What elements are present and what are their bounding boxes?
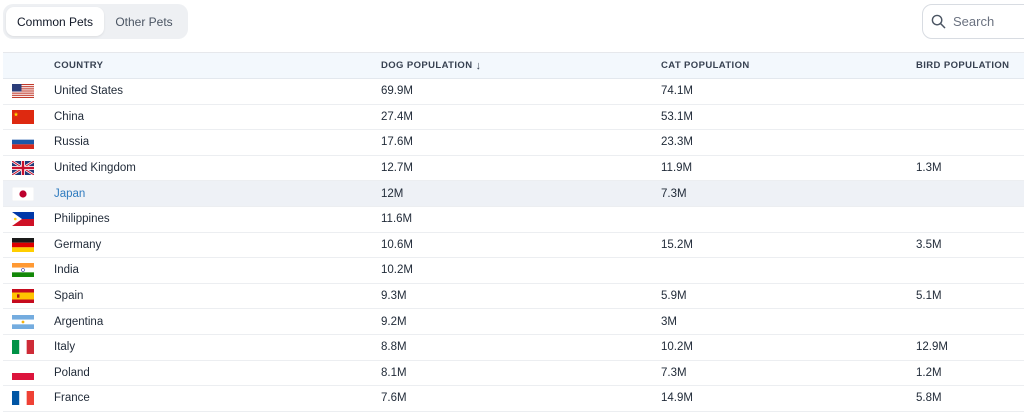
country-cell[interactable]: Japan — [54, 187, 86, 200]
table-row[interactable]: China 27.4M 53.1M — [3, 105, 1024, 131]
dog-population-cell: 12.7M — [381, 162, 413, 175]
flag-cn-icon — [12, 109, 34, 124]
column-header-bird-population[interactable]: BIRD POPULATION — [916, 60, 1010, 71]
flag-ar-icon — [12, 314, 34, 329]
dog-population-cell: 69.9M — [381, 85, 413, 98]
search-placeholder: Search — [953, 14, 995, 29]
dog-population-cell: 11.6M — [381, 213, 413, 226]
dog-population-cell: 27.4M — [381, 110, 413, 123]
table-row[interactable]: Japan 12M 7.3M — [3, 181, 1024, 207]
column-header-cat-population[interactable]: CAT POPULATION — [661, 60, 750, 71]
cat-population-cell: 15.2M — [661, 238, 693, 251]
cat-population-cell: 14.9M — [661, 392, 693, 405]
table-row[interactable]: France 7.6M 14.9M 5.8M — [3, 386, 1024, 412]
country-cell: Spain — [54, 290, 84, 303]
bird-population-cell: 12.9M — [916, 341, 948, 354]
flag-gb-icon — [12, 161, 34, 176]
cat-population-cell: 7.3M — [661, 366, 687, 379]
table-row[interactable]: Italy 8.8M 10.2M 12.9M — [3, 335, 1024, 361]
flag-jp-icon — [12, 186, 34, 201]
country-cell: Italy — [54, 341, 76, 354]
search-input[interactable]: Search — [922, 4, 1024, 39]
dog-population-cell: 8.1M — [381, 366, 407, 379]
dog-population-cell: 9.2M — [381, 315, 407, 328]
table-row[interactable]: Argentina 9.2M 3M — [3, 309, 1024, 335]
bird-population-cell: 3.5M — [916, 238, 942, 251]
table-row[interactable]: United Kingdom 12.7M 11.9M 1.3M — [3, 156, 1024, 182]
flag-fr-icon — [12, 391, 34, 406]
table-row[interactable]: Spain 9.3M 5.9M 5.1M — [3, 284, 1024, 310]
column-header-country[interactable]: COUNTRY — [54, 60, 104, 71]
flag-es-icon — [12, 289, 34, 304]
bird-population-cell: 5.1M — [916, 290, 942, 303]
table-row[interactable]: United States 69.9M 74.1M — [3, 79, 1024, 105]
table-row[interactable]: Poland 8.1M 7.3M 1.2M — [3, 361, 1024, 387]
column-header-dog-population[interactable]: DOG POPULATION ↓ — [381, 60, 481, 72]
flag-in-icon — [12, 263, 34, 278]
dog-population-cell: 17.6M — [381, 136, 413, 149]
flag-us-icon — [12, 84, 34, 99]
dog-population-cell: 12M — [381, 187, 404, 200]
cat-population-cell: 53.1M — [661, 110, 693, 123]
table-row[interactable]: Russia 17.6M 23.3M — [3, 130, 1024, 156]
table-row[interactable]: Germany 10.6M 15.2M 3.5M — [3, 233, 1024, 259]
sort-descending-icon: ↓ — [475, 59, 482, 72]
flag-ph-icon — [12, 212, 34, 227]
cat-population-cell: 23.3M — [661, 136, 693, 149]
country-cell: Germany — [54, 238, 102, 251]
column-header-dog-label: DOG POPULATION — [381, 60, 473, 71]
bird-population-cell: 5.8M — [916, 392, 942, 405]
pet-type-tabs: Common Pets Other Pets — [3, 4, 188, 39]
flag-pl-icon — [12, 365, 34, 380]
table-header-row: COUNTRY DOG POPULATION ↓ CAT POPULATION … — [3, 53, 1024, 79]
bird-population-cell: 1.2M — [916, 366, 942, 379]
country-cell: Argentina — [54, 315, 104, 328]
dog-population-cell: 9.3M — [381, 290, 407, 303]
country-cell: France — [54, 392, 90, 405]
country-cell: Poland — [54, 366, 90, 379]
flag-ru-icon — [12, 135, 34, 150]
table-row[interactable]: India 10.2M — [3, 258, 1024, 284]
tab-other-pets[interactable]: Other Pets — [115, 14, 173, 29]
cat-population-cell: 10.2M — [661, 341, 693, 354]
country-cell: China — [54, 110, 85, 123]
flag-de-icon — [12, 237, 34, 252]
bird-population-cell: 1.3M — [916, 162, 942, 175]
cat-population-cell: 5.9M — [661, 290, 687, 303]
search-icon — [931, 14, 946, 29]
flag-it-icon — [12, 340, 34, 355]
dog-population-cell: 10.6M — [381, 238, 413, 251]
dog-population-cell: 7.6M — [381, 392, 407, 405]
dog-population-cell: 10.2M — [381, 264, 413, 277]
country-cell: Philippines — [54, 213, 110, 226]
dog-population-cell: 8.8M — [381, 341, 407, 354]
country-cell: India — [54, 264, 79, 277]
cat-population-cell: 74.1M — [661, 85, 693, 98]
cat-population-cell: 7.3M — [661, 187, 687, 200]
country-cell: United States — [54, 85, 124, 98]
table-row[interactable]: Philippines 11.6M — [3, 207, 1024, 233]
tab-common-pets[interactable]: Common Pets — [6, 7, 104, 36]
cat-population-cell: 11.9M — [661, 162, 693, 175]
country-cell: United Kingdom — [54, 162, 136, 175]
pet-population-table: COUNTRY DOG POPULATION ↓ CAT POPULATION … — [3, 52, 1024, 412]
cat-population-cell: 3M — [661, 315, 677, 328]
country-cell: Russia — [54, 136, 90, 149]
